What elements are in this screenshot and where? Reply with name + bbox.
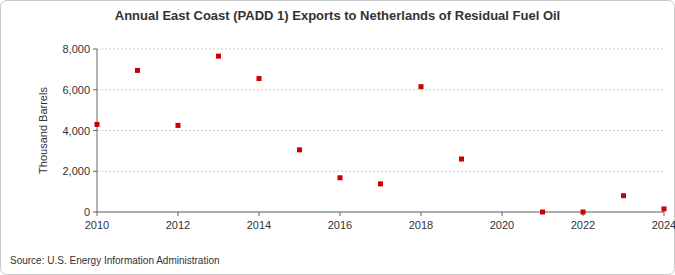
y-tick xyxy=(93,171,97,172)
grid-line xyxy=(97,89,664,90)
y-tick-label: 0 xyxy=(84,206,90,218)
x-tick xyxy=(664,212,665,216)
y-tick xyxy=(93,49,97,50)
point xyxy=(176,123,181,128)
grid-line xyxy=(97,49,664,50)
y-tick xyxy=(93,89,97,90)
x-tick xyxy=(340,212,341,216)
x-tick xyxy=(97,212,98,216)
point xyxy=(257,76,262,81)
y-tick-label: 8,000 xyxy=(62,43,90,55)
source: Source: U.S. Energy Information Administ… xyxy=(10,255,220,266)
y-axis-label: Thousand Barrels xyxy=(37,87,49,174)
y-tick-label: 2,000 xyxy=(62,165,90,177)
frame xyxy=(1,1,675,275)
x-tick xyxy=(421,212,422,216)
grid-line xyxy=(97,171,664,172)
point xyxy=(378,181,383,186)
chart: Annual East Coast (PADD 1) Exports to Ne… xyxy=(0,0,675,275)
x-axis xyxy=(97,212,664,213)
point xyxy=(581,210,586,215)
title: Annual East Coast (PADD 1) Exports to Ne… xyxy=(115,8,560,23)
point xyxy=(662,206,667,211)
y-axis xyxy=(97,49,98,212)
x-tick xyxy=(502,212,503,216)
x-tick-label: 2020 xyxy=(490,219,514,231)
x-tick xyxy=(178,212,179,216)
x-tick xyxy=(259,212,260,216)
point xyxy=(621,193,626,198)
x-tick-label: 2012 xyxy=(166,219,190,231)
y-tick-label: 6,000 xyxy=(62,84,90,96)
x-tick-label: 2024 xyxy=(652,219,675,231)
y-tick xyxy=(93,212,97,213)
y-tick xyxy=(93,130,97,131)
point xyxy=(135,68,140,73)
points xyxy=(95,54,667,215)
x-tick-label: 2018 xyxy=(409,219,433,231)
y-tick-label: 4,000 xyxy=(62,125,90,137)
point xyxy=(297,147,302,152)
grid-line xyxy=(97,130,664,131)
x-tick-label: 2010 xyxy=(85,219,109,231)
x-tick-label: 2022 xyxy=(571,219,595,231)
grid-line xyxy=(97,212,664,213)
x-tick-label: 2014 xyxy=(247,219,271,231)
point xyxy=(95,122,100,127)
point xyxy=(216,54,221,59)
point xyxy=(540,210,545,215)
point xyxy=(338,175,343,180)
point xyxy=(459,157,464,162)
x-tick-label: 2016 xyxy=(328,219,352,231)
point xyxy=(419,84,424,89)
